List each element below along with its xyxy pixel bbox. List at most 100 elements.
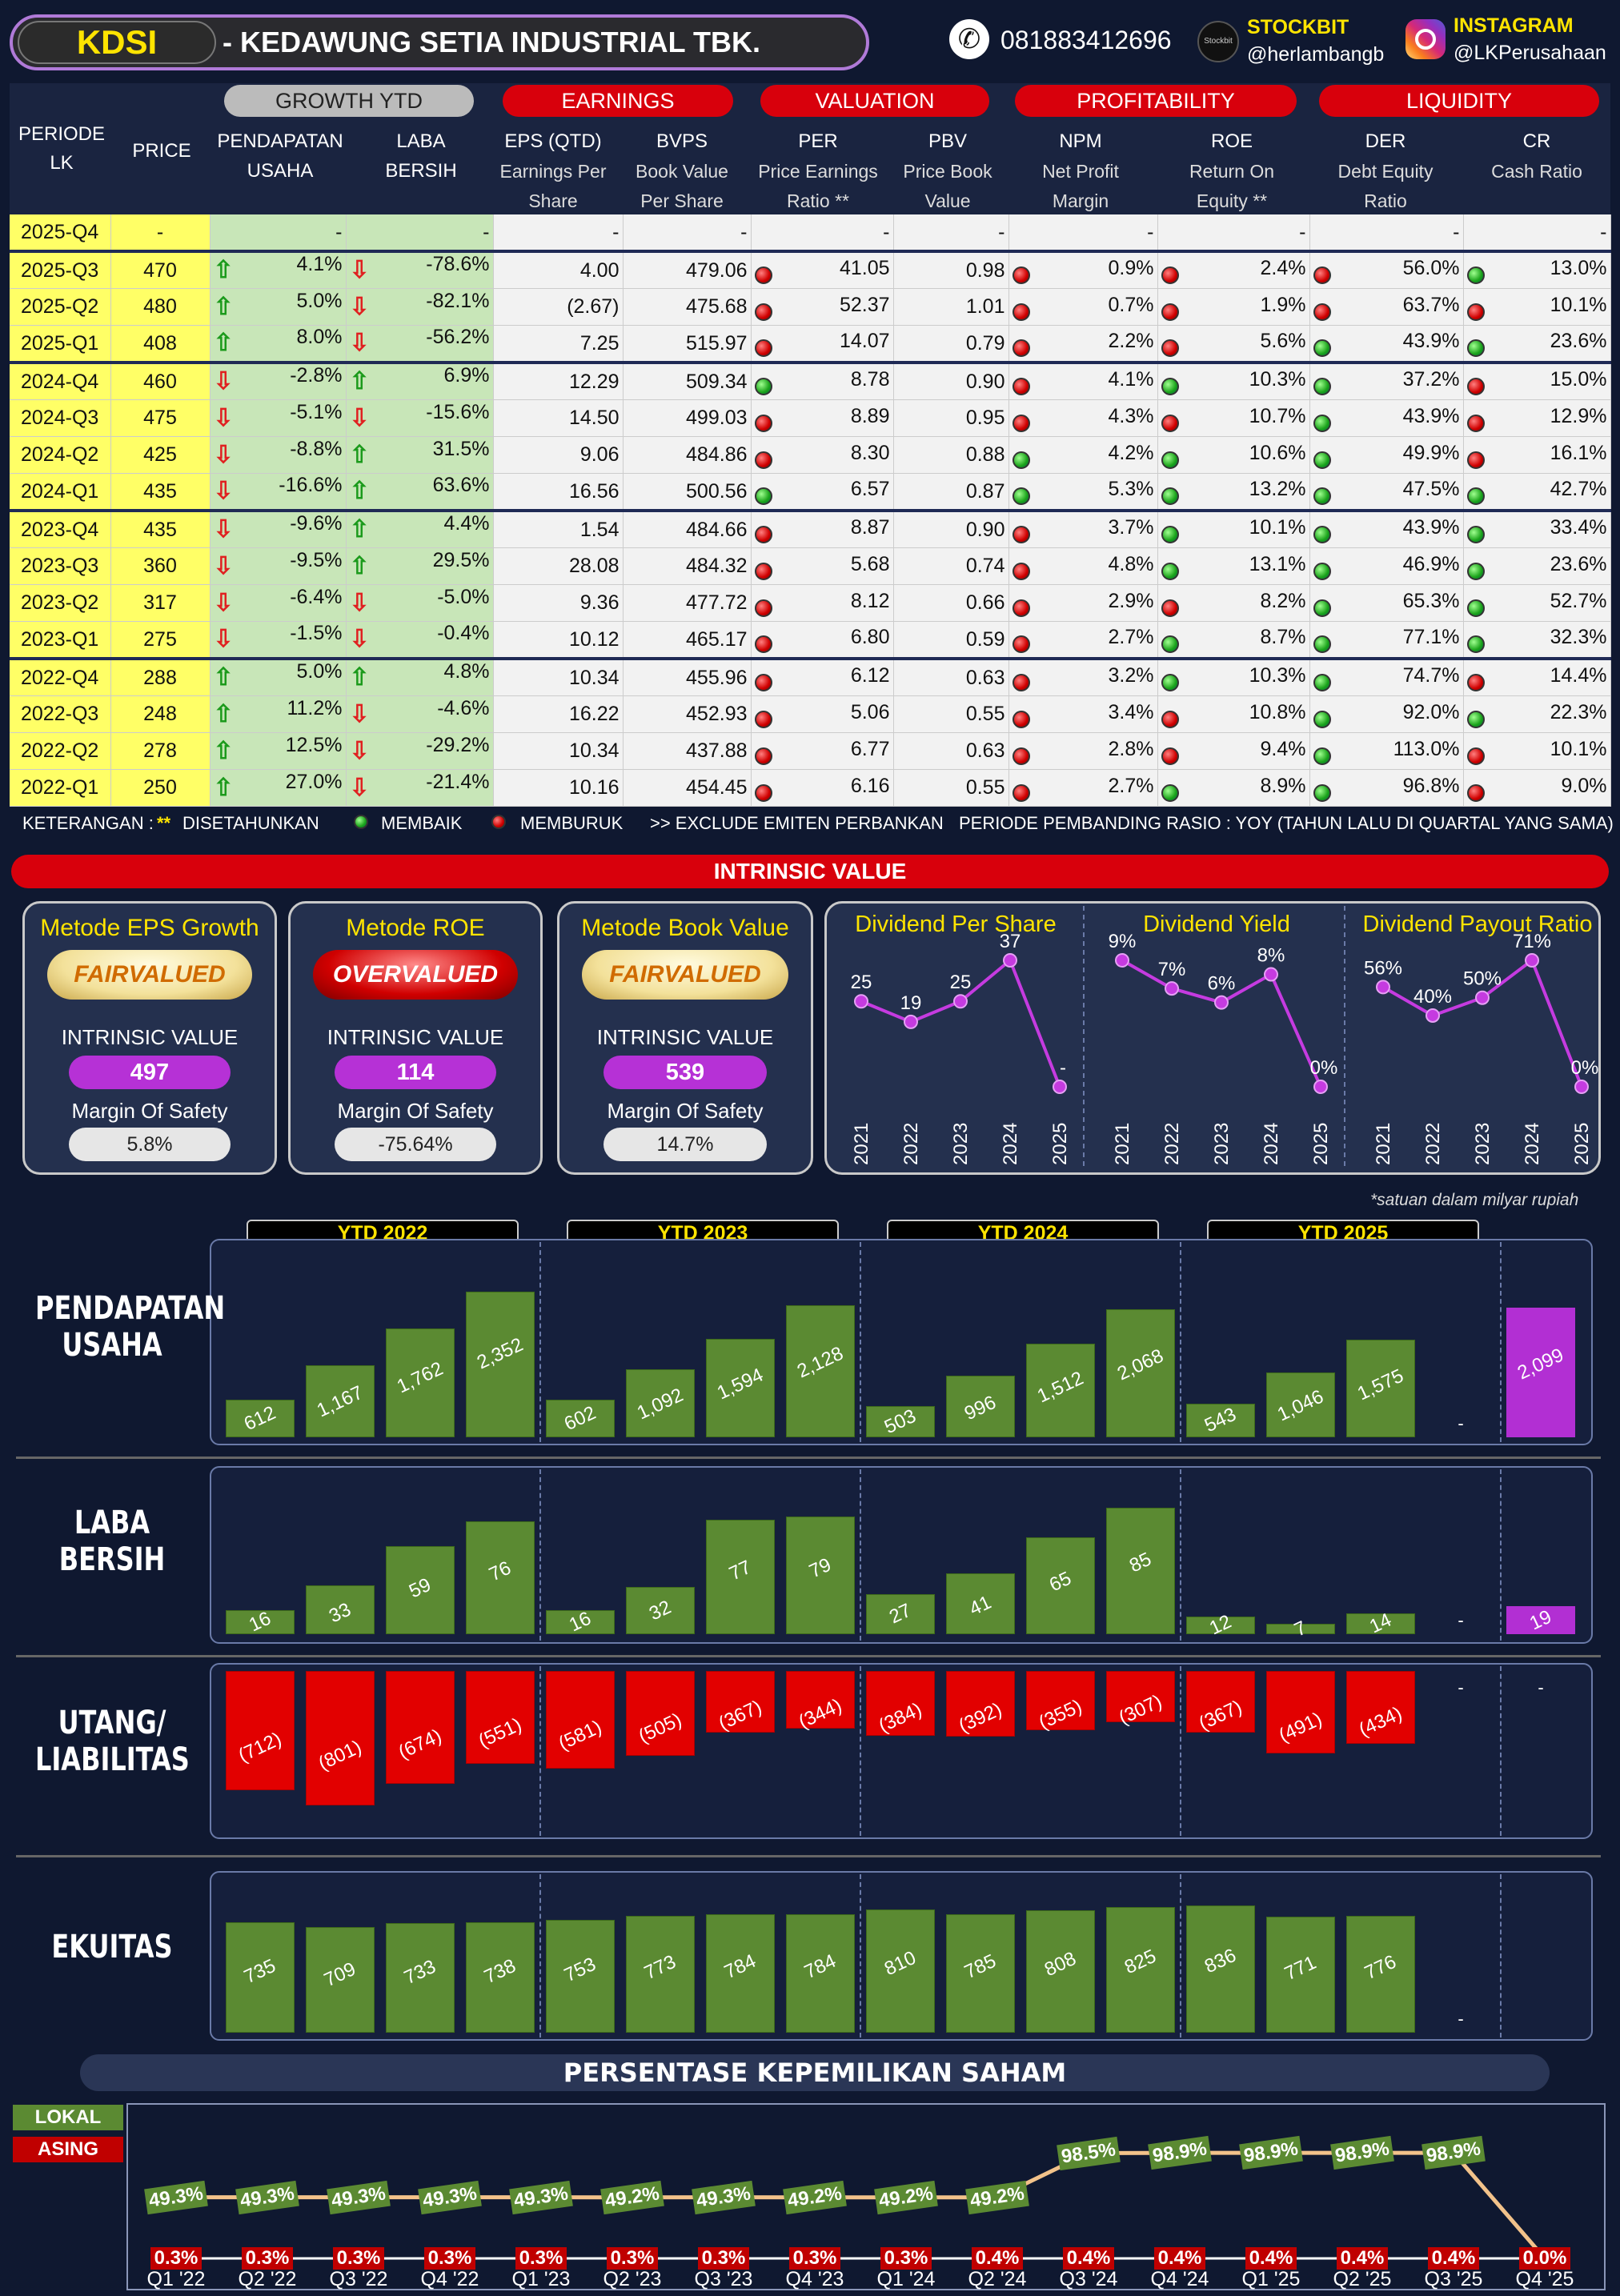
arrow-up-icon: ⇧ xyxy=(349,552,370,579)
group-divider xyxy=(860,1874,861,2038)
cell-cr: 13.0% xyxy=(1463,250,1611,289)
cell-laba: ⇩ -78.6% xyxy=(346,250,494,289)
green-status-dot-icon xyxy=(1466,526,1485,543)
red-status-dot-icon xyxy=(1466,747,1485,765)
cell-npm: 3.4% xyxy=(1008,695,1158,733)
green-status-dot-icon xyxy=(1466,562,1485,580)
data-bar xyxy=(1266,1917,1335,2033)
data-bar xyxy=(1106,1907,1175,2033)
cell-der: - xyxy=(1309,214,1464,252)
red-status-dot-icon xyxy=(1161,414,1179,432)
legend-lokal: LOKAL xyxy=(13,2105,123,2130)
green-status-dot-icon xyxy=(1313,599,1331,617)
der-value: 37.2% xyxy=(1402,368,1460,391)
section-separator xyxy=(16,1855,1601,1857)
cell-pendapatan: ⇧ 12.5% xyxy=(210,732,347,770)
cell-pbv: 0.55 xyxy=(893,695,1009,733)
per-value: 5.06 xyxy=(850,700,890,723)
per-value: 8.87 xyxy=(850,516,890,539)
data-bar xyxy=(626,1587,695,1634)
ownership-panel xyxy=(126,2103,1606,2290)
der-value: 43.9% xyxy=(1402,330,1460,352)
npm-value: 5.3% xyxy=(1108,478,1154,500)
red-status-dot-icon xyxy=(1012,783,1030,802)
iv-value: 497 xyxy=(69,1056,231,1089)
green-status-dot-icon xyxy=(1313,339,1331,357)
laba-value: 4.4% xyxy=(443,512,490,535)
dividend-chart-title: Dividend Yield xyxy=(1143,912,1290,937)
cell-price: 470 xyxy=(110,250,211,289)
data-bar xyxy=(1186,1671,1255,1733)
npm-value: 4.8% xyxy=(1108,552,1154,575)
legend-memburuk: MEMBURUK xyxy=(520,813,624,833)
table-row: 2025-Q2 480 ⇧ 5.0% ⇩ -82.1% (2.67) 475.68 52.37 1… xyxy=(10,288,1611,326)
arrow-down-icon: ⇩ xyxy=(213,441,234,468)
cell-pendapatan: ⇩ -5.1% xyxy=(210,399,347,437)
satuan-note: *satuan dalam milyar rupiah xyxy=(1370,1191,1579,1209)
cell-bvps: 454.45 xyxy=(623,769,752,807)
data-bar xyxy=(226,1400,295,1437)
data-bar xyxy=(626,1369,695,1437)
pendapatan-value: 4.1% xyxy=(296,253,343,275)
cell-der: 43.9% xyxy=(1309,399,1464,437)
cell-roe: 10.7% xyxy=(1157,399,1310,437)
data-bar xyxy=(786,1671,855,1729)
cell-pendapatan: ⇩ -1.5% xyxy=(210,621,347,659)
cell-eps: 10.16 xyxy=(493,769,624,807)
red-status-dot-icon xyxy=(1466,303,1485,321)
arrow-down-icon: ⇩ xyxy=(213,626,234,652)
cell-npm: 2.8% xyxy=(1008,732,1158,770)
cell-per: 6.57 xyxy=(751,473,894,511)
cell-roe: - xyxy=(1157,214,1310,252)
cell-der: 96.8% xyxy=(1309,769,1464,807)
data-bar xyxy=(1506,1308,1575,1437)
cell-price: 408 xyxy=(110,325,211,363)
asing-value-label: 0.4% xyxy=(1154,2247,1205,2270)
cell-periode: 2023-Q1 xyxy=(10,621,111,659)
ticker-badge: KDSI xyxy=(18,21,216,64)
roe-value: 8.2% xyxy=(1260,589,1306,612)
npm-value: 3.4% xyxy=(1108,700,1154,723)
arrow-down-icon: ⇩ xyxy=(349,774,370,801)
dividend-value-label: 40% xyxy=(1413,986,1452,1008)
iv-label: INTRINSIC VALUE xyxy=(596,1025,774,1049)
table-row: 2023-Q2 317 ⇩ -6.4% ⇩ -5.0% 9.36 477.72 8.12 0.66… xyxy=(10,584,1611,622)
red-status-dot-icon xyxy=(754,414,772,432)
cell-laba: ⇩ -15.6% xyxy=(346,399,494,437)
asing-value-label: 0.3% xyxy=(424,2247,475,2270)
laba-value: -29.2% xyxy=(426,733,490,756)
data-bar xyxy=(946,1376,1015,1437)
cell-pendapatan: ⇩ -9.6% xyxy=(210,509,347,548)
red-status-dot-icon xyxy=(1012,414,1030,432)
dividend-chart-title: Dividend Payout Ratio xyxy=(1363,912,1593,937)
asing-value-label: 0.4% xyxy=(1245,2247,1297,2270)
data-bar xyxy=(706,1520,775,1634)
arrow-down-icon: ⇩ xyxy=(349,330,370,356)
asing-value-label: 0.4% xyxy=(1428,2247,1479,2270)
cell-periode: 2022-Q1 xyxy=(10,769,111,807)
green-status-dot-icon xyxy=(1466,266,1485,284)
legend-keterangan: KETERANGAN : xyxy=(22,813,154,833)
green-status-dot-icon xyxy=(1161,487,1179,505)
cell-per: 52.37 xyxy=(751,288,894,326)
cr-value: 32.3% xyxy=(1550,626,1607,648)
iv-card: Metode EPS Growth FAIRVALUED INTRINSIC VAL… xyxy=(22,901,277,1175)
der-value: 56.0% xyxy=(1402,257,1460,279)
roe-value: 10.6% xyxy=(1249,441,1306,464)
green-status-dot-icon xyxy=(1466,635,1485,653)
dividend-point xyxy=(904,1014,918,1029)
pendapatan-value: -6.4% xyxy=(290,585,343,608)
green-status-dot-icon xyxy=(1161,674,1179,691)
red-status-dot-icon xyxy=(1012,378,1030,395)
data-bar xyxy=(866,1671,935,1736)
dividend-charts: Dividend Per Share 25 2021 19 2022 25 2023 37 20… xyxy=(851,906,1598,1170)
cell-eps: 10.34 xyxy=(493,732,624,770)
data-bar xyxy=(386,1923,455,2033)
cell-cr: 15.0% xyxy=(1463,361,1611,400)
asing-value-label: 0.4% xyxy=(972,2247,1023,2270)
green-status-dot-icon xyxy=(1161,451,1179,469)
cell-der: 43.9% xyxy=(1309,509,1464,548)
data-bar xyxy=(786,1914,855,2033)
cell-cr: 23.6% xyxy=(1463,325,1611,363)
data-bar xyxy=(1186,1905,1255,2033)
